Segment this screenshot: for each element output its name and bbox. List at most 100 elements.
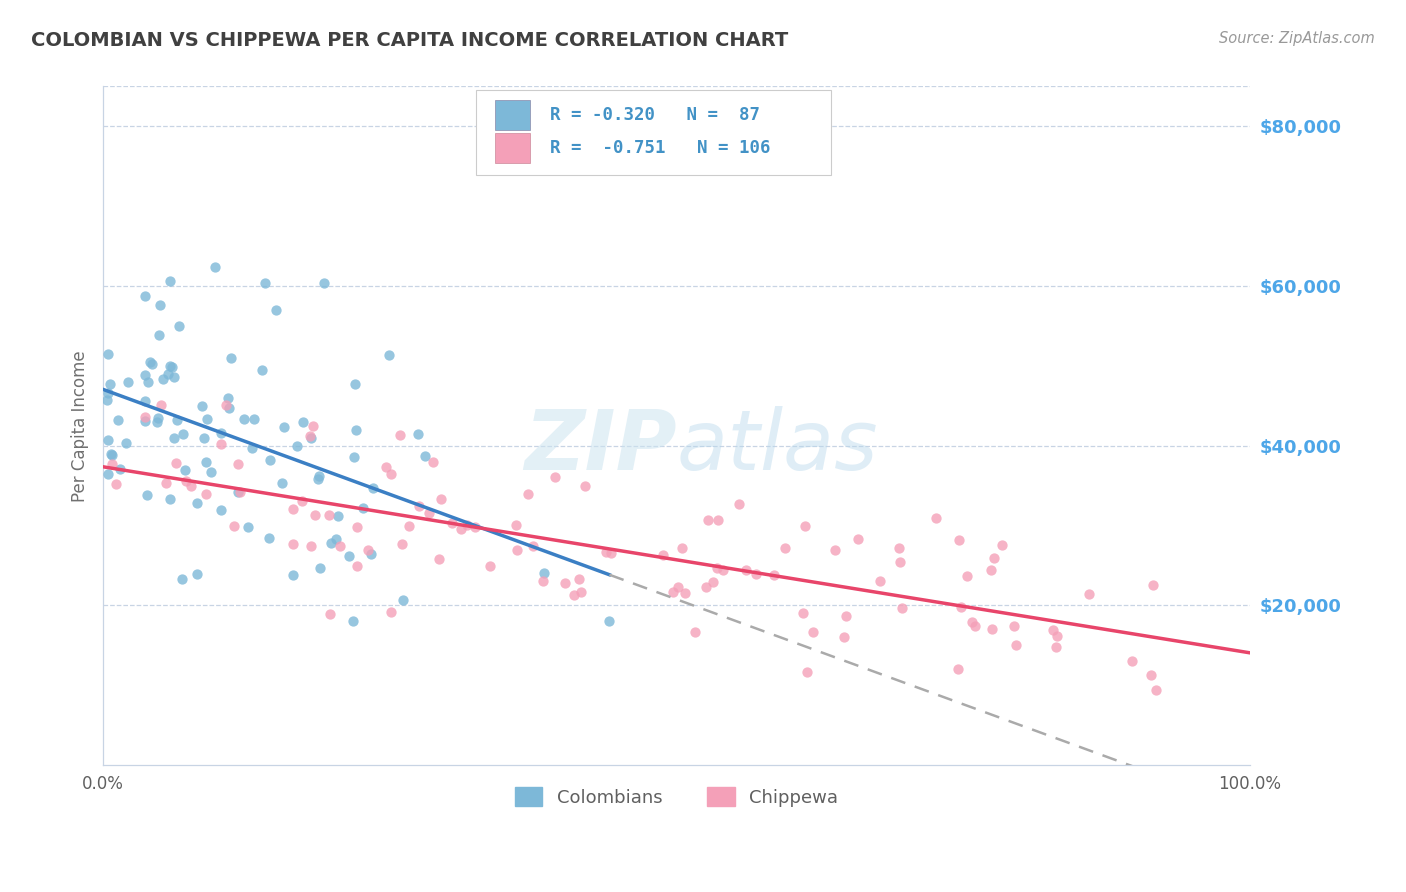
Point bbox=[869, 574, 891, 588]
Point bbox=[1045, 640, 1067, 655]
Point bbox=[281, 568, 304, 582]
Legend: Colombians, Chippewa: Colombians, Chippewa bbox=[508, 780, 845, 814]
Point bbox=[259, 531, 281, 545]
Point bbox=[105, 476, 128, 491]
Point bbox=[243, 412, 266, 426]
Point bbox=[522, 540, 544, 554]
Point bbox=[304, 508, 326, 522]
Point bbox=[136, 376, 159, 390]
Point bbox=[218, 401, 240, 416]
FancyBboxPatch shape bbox=[475, 90, 831, 175]
Point bbox=[100, 457, 122, 471]
Y-axis label: Per Capita Income: Per Capita Income bbox=[72, 350, 89, 501]
Point bbox=[991, 538, 1014, 552]
Point bbox=[1077, 587, 1099, 601]
Point bbox=[666, 580, 689, 594]
Point bbox=[308, 469, 330, 483]
Point bbox=[430, 491, 453, 506]
Point bbox=[1002, 619, 1025, 633]
Point bbox=[193, 431, 215, 445]
Point bbox=[391, 537, 413, 551]
Point bbox=[983, 551, 1005, 566]
Point bbox=[146, 415, 169, 429]
Point bbox=[792, 607, 814, 621]
Point bbox=[391, 593, 413, 607]
Point bbox=[505, 517, 527, 532]
Point bbox=[97, 385, 120, 400]
Point bbox=[1005, 638, 1028, 652]
Point bbox=[134, 414, 156, 428]
Point bbox=[96, 392, 118, 407]
Point bbox=[846, 532, 869, 546]
Point bbox=[226, 485, 249, 500]
Point bbox=[352, 501, 374, 516]
Point bbox=[301, 419, 323, 434]
Point bbox=[801, 625, 824, 640]
FancyBboxPatch shape bbox=[495, 100, 530, 130]
Point bbox=[217, 391, 239, 405]
Point bbox=[1139, 668, 1161, 682]
Point bbox=[531, 574, 554, 588]
Point bbox=[229, 485, 252, 500]
Point bbox=[1142, 578, 1164, 592]
Point bbox=[360, 548, 382, 562]
Point bbox=[273, 420, 295, 434]
Point bbox=[598, 615, 620, 629]
Point bbox=[148, 327, 170, 342]
Point bbox=[134, 410, 156, 425]
Point bbox=[574, 479, 596, 493]
Point bbox=[200, 465, 222, 479]
Point bbox=[956, 568, 979, 582]
Point bbox=[478, 559, 501, 574]
Point bbox=[388, 427, 411, 442]
Point bbox=[661, 585, 683, 599]
Point bbox=[406, 427, 429, 442]
Text: Source: ZipAtlas.com: Source: ZipAtlas.com bbox=[1219, 31, 1375, 46]
FancyBboxPatch shape bbox=[495, 133, 530, 163]
Point bbox=[344, 423, 367, 437]
Point bbox=[250, 362, 273, 376]
Point bbox=[299, 431, 322, 445]
Point bbox=[890, 601, 912, 615]
Point bbox=[281, 502, 304, 516]
Point bbox=[671, 541, 693, 556]
Point bbox=[569, 585, 592, 599]
Point bbox=[706, 561, 728, 575]
Point bbox=[222, 518, 245, 533]
Point bbox=[337, 549, 360, 563]
Point bbox=[775, 541, 797, 556]
Point bbox=[422, 454, 444, 468]
Point bbox=[155, 476, 177, 491]
Point bbox=[1042, 623, 1064, 637]
Point bbox=[259, 453, 281, 467]
Point bbox=[135, 488, 157, 502]
Point bbox=[97, 467, 120, 482]
Point bbox=[209, 425, 232, 440]
Point bbox=[568, 572, 591, 586]
Point bbox=[172, 426, 194, 441]
Point bbox=[328, 508, 350, 523]
Point bbox=[824, 543, 846, 558]
Point bbox=[292, 415, 315, 429]
Point bbox=[240, 442, 263, 456]
Point bbox=[159, 492, 181, 507]
Point bbox=[281, 537, 304, 551]
Point bbox=[554, 576, 576, 591]
Point bbox=[361, 482, 384, 496]
Point bbox=[101, 448, 124, 462]
Point bbox=[949, 599, 972, 614]
Point bbox=[312, 277, 335, 291]
Point bbox=[287, 439, 309, 453]
Point bbox=[963, 619, 986, 633]
Point bbox=[673, 586, 696, 600]
Point bbox=[415, 450, 437, 464]
Point bbox=[204, 260, 226, 275]
Point bbox=[97, 434, 120, 448]
Point bbox=[745, 566, 768, 581]
Point bbox=[763, 567, 786, 582]
Point bbox=[702, 574, 724, 589]
Point bbox=[232, 412, 254, 426]
Point bbox=[357, 542, 380, 557]
Point bbox=[981, 622, 1004, 636]
Point bbox=[378, 348, 401, 362]
